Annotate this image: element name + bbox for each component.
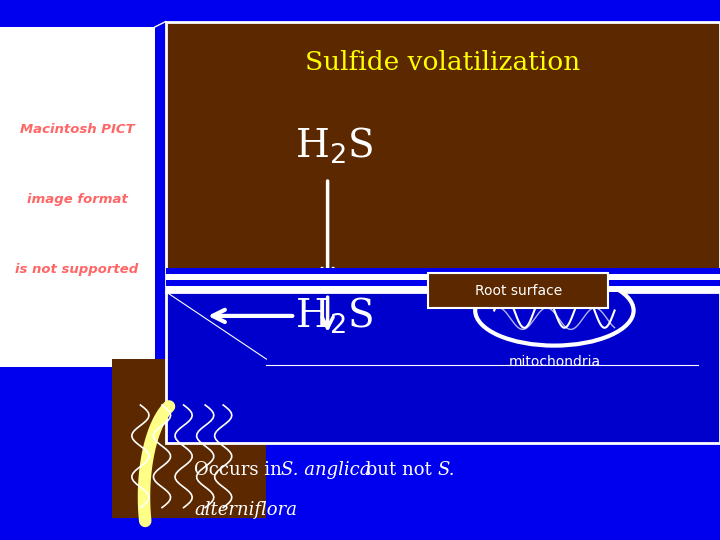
Bar <box>166 274 720 280</box>
Text: S.: S. <box>438 461 455 479</box>
Text: H$_2$S: H$_2$S <box>295 126 374 166</box>
Bar <box>166 268 720 274</box>
Bar <box>166 280 720 286</box>
Text: Root surface: Root surface <box>474 284 562 298</box>
Text: S. anglica: S. anglica <box>281 461 370 479</box>
Bar <box>166 286 720 292</box>
Bar <box>0 27 155 367</box>
Text: image format: image format <box>27 193 127 206</box>
Bar <box>166 292 720 443</box>
Text: mitochondria: mitochondria <box>508 355 600 369</box>
Text: alterniflora: alterniflora <box>194 501 297 519</box>
Text: Macintosh PICT: Macintosh PICT <box>19 123 135 136</box>
Text: is not supported: is not supported <box>15 264 139 276</box>
Text: H$_2$S: H$_2$S <box>295 296 374 336</box>
Ellipse shape <box>475 275 634 346</box>
Text: Occurs in: Occurs in <box>194 461 288 479</box>
FancyBboxPatch shape <box>428 273 608 308</box>
Bar <box>112 359 266 518</box>
Text: Sulfide volatilization: Sulfide volatilization <box>305 50 580 75</box>
Bar <box>166 22 720 292</box>
Text: but not: but not <box>360 461 438 479</box>
